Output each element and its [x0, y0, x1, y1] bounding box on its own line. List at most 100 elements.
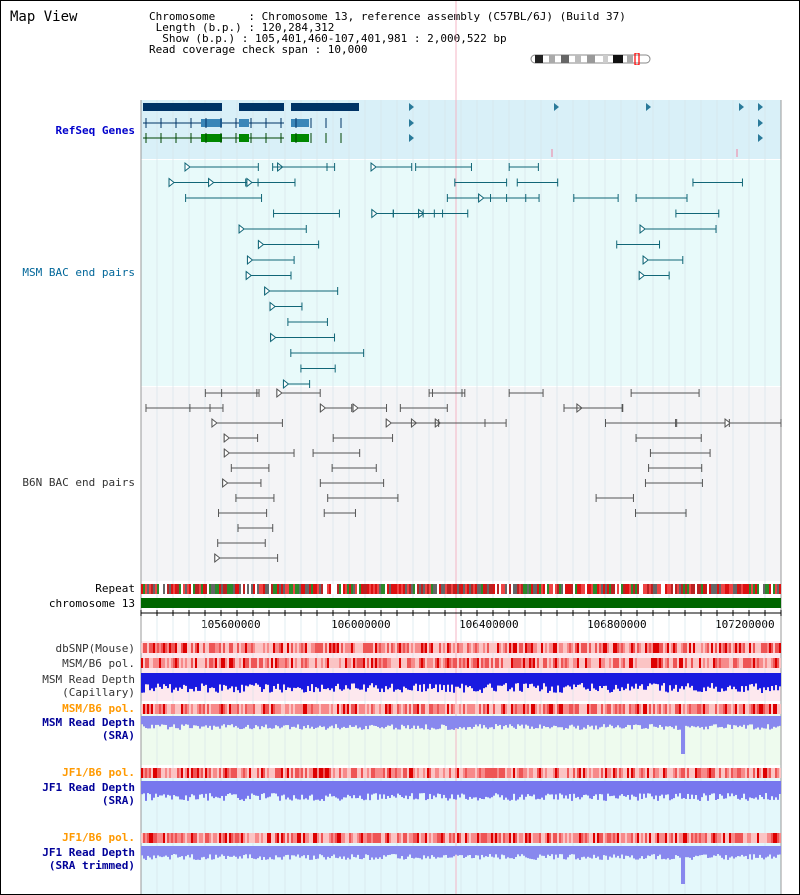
msm-depth-sra-bar [229, 716, 231, 726]
msm-depth-capillary-bar [771, 673, 773, 687]
msm-pol2-heat-cell [175, 704, 177, 714]
msm-depth-capillary-bar [543, 673, 545, 684]
jf1-depth-sra-bar [577, 781, 579, 797]
dbsnp-heat-cell [651, 643, 653, 653]
dbsnp-heat-cell [173, 643, 175, 653]
jf1-depth-sra-bar [185, 781, 187, 796]
jf1-depth-sra-bar [315, 781, 317, 800]
jf1-pol2-heat-cell [511, 833, 513, 843]
jf1-pol-heat-cell [207, 768, 209, 778]
msm-depth-capillary-bar [303, 673, 305, 693]
jf1-depth-sra-bar [695, 781, 697, 795]
msm-depth-sra-bar [193, 716, 195, 726]
jf1-depth-sra-bar [481, 781, 483, 799]
msm-depth-sra-bar [385, 716, 387, 727]
repeat-block [609, 584, 611, 594]
msm-pol-heat-cell [229, 658, 231, 668]
jf1-pol-heat-cell [607, 768, 609, 778]
dbsnp-heat-cell [537, 643, 539, 653]
msm-pol2-heat-cell [705, 704, 707, 714]
repeat-block [617, 584, 619, 594]
msm-pol2-heat-cell [263, 704, 265, 714]
msm-pol-heat-cell [653, 658, 655, 668]
msm-pol2-heat-cell [313, 704, 315, 714]
repeat-block [741, 584, 743, 594]
msm-depth-sra-bar [419, 716, 421, 729]
dbsnp-heat-cell [329, 643, 331, 653]
jf1-pol-heat-cell [467, 768, 469, 778]
jf1-pol-heat-cell [623, 768, 625, 778]
jf1-depth-trim-bar [309, 846, 311, 860]
jf1-depth-trim-bar [449, 846, 451, 858]
msm-pol2-heat-cell [709, 704, 711, 714]
msm-pol-heat-cell [679, 658, 681, 668]
msm-pol-heat-cell [711, 658, 713, 668]
msm-pol2-heat-cell [593, 704, 595, 714]
jf1-pol-heat-cell [329, 768, 331, 778]
jf1-pol2-heat-cell [741, 833, 743, 843]
dbsnp-heat-cell [471, 643, 473, 653]
msm-pol-heat-cell [545, 658, 547, 668]
jf1-depth-trim-bar [575, 846, 577, 860]
jf1-depth-trim-bar [567, 846, 569, 858]
jf1-depth-sra-bar [761, 781, 763, 797]
dbsnp-heat-cell [597, 643, 599, 653]
jf1-depth-sra-bar [737, 781, 739, 799]
msm-depth-capillary-bar [325, 673, 327, 690]
jf1-depth-sra-bar [479, 781, 481, 799]
msm-depth-sra-bar [145, 716, 147, 728]
msm-depth-capillary-bar [683, 673, 685, 690]
jf1-pol-heat-cell [601, 768, 603, 778]
chromosome-ideogram[interactable] [529, 53, 654, 65]
msm-pol2-heat-cell [557, 704, 559, 714]
msm-depth-capillary-bar [339, 673, 341, 690]
repeat-block [397, 584, 399, 594]
jf1-depth-trim-bar [167, 846, 169, 857]
b6n-bac-arrow [385, 417, 393, 429]
repeat-block [759, 584, 761, 594]
dbsnp-heat-cell [661, 643, 663, 653]
dbsnp-heat-cell [373, 643, 375, 653]
jf1-pol-heat-cell [407, 768, 409, 778]
dbsnp-heat-cell [361, 643, 363, 653]
jf1-depth-sra-bar [593, 781, 595, 796]
msm-pol2-heat-cell [249, 704, 251, 714]
msm-pol2-heat-cell [299, 704, 301, 714]
jf1-pol-heat-cell [627, 768, 629, 778]
jf1-depth-sra-bar [459, 781, 461, 798]
dbsnp-heat-cell [443, 643, 445, 653]
msm-pol2-heat-cell [225, 704, 227, 714]
msm-depth-sra-bar [751, 716, 753, 725]
jf1-depth-sra-bar [633, 781, 635, 797]
dbsnp-heat-cell [375, 643, 377, 653]
jf1-pol-heat-cell [509, 768, 511, 778]
msm-pol-heat-cell [597, 658, 599, 668]
msm-pol2-heat-cell [511, 704, 513, 714]
repeat-block [283, 584, 285, 594]
msm-pol2-heat-cell [347, 704, 349, 714]
jf1-depth-trim-bar [755, 846, 757, 858]
msm-depth-capillary-bar [163, 673, 165, 685]
dbsnp-heat-cell [693, 643, 695, 653]
msm-depth-capillary-bar [359, 673, 361, 690]
jf1-pol-heat-cell [423, 768, 425, 778]
jf1-depth-trim-bar [221, 846, 223, 855]
jf1-depth-trim-bar [531, 846, 533, 860]
repeat-block [249, 584, 251, 594]
msm-pol-heat-cell [435, 658, 437, 668]
jf1-pol-heat-cell [367, 768, 369, 778]
repeat-block [165, 584, 167, 594]
repeat-block [739, 584, 741, 594]
msm-depth-capillary-label-1: MSM Read Depth [42, 673, 135, 686]
msm-depth-capillary-bar [331, 673, 333, 689]
msm-depth-capillary-bar [653, 673, 655, 684]
jf1-depth-sra-bar [743, 781, 745, 794]
msm-depth-sra-bar [441, 716, 443, 725]
msm-depth-capillary-bar [213, 673, 215, 689]
jf1-pol-heat-cell [435, 768, 437, 778]
msm-pol-heat-cell [625, 658, 627, 668]
jf1-depth-trim-bar [765, 846, 767, 858]
msm-depth-capillary-bar [571, 673, 573, 690]
msm-depth-capillary-bar [405, 673, 407, 689]
